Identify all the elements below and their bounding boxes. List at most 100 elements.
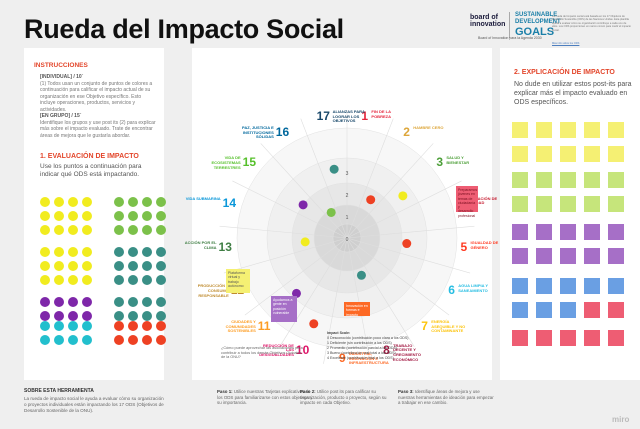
rating-dot[interactable] (142, 321, 152, 331)
rating-dot[interactable] (40, 311, 50, 321)
rating-dot[interactable] (68, 225, 78, 235)
sticky-note[interactable] (512, 302, 528, 318)
sticky-note[interactable] (584, 248, 600, 264)
sticky-note[interactable] (536, 196, 552, 212)
rating-dot[interactable] (128, 261, 138, 271)
sticky-note[interactable] (584, 196, 600, 212)
rating-dot[interactable] (40, 297, 50, 307)
sticky-note[interactable] (608, 278, 624, 294)
rating-dot[interactable] (54, 311, 64, 321)
sticky-note[interactable] (608, 196, 624, 212)
rating-dot[interactable] (114, 297, 124, 307)
sticky-note[interactable] (608, 248, 624, 264)
rating-dot[interactable] (54, 335, 64, 345)
sticky-note[interactable] (560, 224, 576, 240)
rating-dot[interactable] (54, 261, 64, 271)
sticky-note[interactable] (560, 196, 576, 212)
rating-dot[interactable] (82, 297, 92, 307)
sticky-note[interactable] (512, 248, 528, 264)
rating-dot[interactable] (128, 197, 138, 207)
rating-dot[interactable] (142, 211, 152, 221)
rating-dot[interactable] (156, 297, 166, 307)
rating-dot[interactable] (156, 247, 166, 257)
rating-dot[interactable] (142, 225, 152, 235)
sticky-note[interactable] (560, 248, 576, 264)
rating-dot[interactable] (142, 275, 152, 285)
rating-dot[interactable] (68, 261, 78, 271)
rating-dot[interactable] (40, 261, 50, 271)
rating-dot[interactable] (128, 247, 138, 257)
sticky-note[interactable] (584, 172, 600, 188)
rating-dot[interactable] (142, 297, 152, 307)
rating-dot[interactable] (156, 311, 166, 321)
sticky-note[interactable] (608, 146, 624, 162)
rating-dot[interactable] (40, 197, 50, 207)
rating-dot[interactable] (40, 335, 50, 345)
rating-dot[interactable] (68, 321, 78, 331)
rating-dot[interactable] (156, 275, 166, 285)
rating-dot[interactable] (156, 211, 166, 221)
sticky-note[interactable] (608, 302, 624, 318)
rating-dot[interactable] (54, 247, 64, 257)
rating-dot[interactable] (142, 261, 152, 271)
rating-dot[interactable] (82, 211, 92, 221)
sticky-note[interactable] (512, 196, 528, 212)
sticky-note[interactable] (608, 224, 624, 240)
rating-dot[interactable] (156, 225, 166, 235)
rating-dot[interactable] (82, 335, 92, 345)
rating-dot[interactable] (68, 197, 78, 207)
sticky-note[interactable] (560, 278, 576, 294)
rating-dot[interactable] (128, 225, 138, 235)
sticky-note[interactable] (560, 146, 576, 162)
rating-dot[interactable] (114, 321, 124, 331)
rating-dot[interactable] (156, 261, 166, 271)
rating-dot[interactable] (82, 311, 92, 321)
sticky-note[interactable] (560, 330, 576, 346)
rating-dot[interactable] (128, 297, 138, 307)
rating-dot[interactable] (54, 197, 64, 207)
rating-dot[interactable] (114, 335, 124, 345)
rating-dot[interactable] (82, 275, 92, 285)
rating-dot[interactable] (54, 211, 64, 221)
rating-dot[interactable] (142, 247, 152, 257)
rating-dot[interactable] (156, 321, 166, 331)
sticky-note[interactable] (536, 172, 552, 188)
rating-dot[interactable] (68, 275, 78, 285)
rating-dot[interactable] (68, 211, 78, 221)
rating-dot[interactable] (40, 275, 50, 285)
sticky-note[interactable] (536, 122, 552, 138)
rating-dot[interactable] (142, 335, 152, 345)
rating-dot[interactable] (82, 261, 92, 271)
rating-dot[interactable] (40, 247, 50, 257)
sticky-note[interactable] (512, 146, 528, 162)
rating-dot[interactable] (128, 335, 138, 345)
rating-dot[interactable] (68, 247, 78, 257)
rating-dot[interactable] (54, 297, 64, 307)
sticky-note[interactable] (512, 330, 528, 346)
rating-dot[interactable] (114, 211, 124, 221)
rating-dot[interactable] (128, 275, 138, 285)
sticky-note[interactable] (512, 172, 528, 188)
sticky-note[interactable] (584, 278, 600, 294)
sticky-note[interactable] (584, 122, 600, 138)
sticky-note[interactable] (584, 146, 600, 162)
sticky-note[interactable] (536, 302, 552, 318)
rating-dot[interactable] (68, 311, 78, 321)
rating-dot[interactable] (54, 225, 64, 235)
sticky-note[interactable] (536, 248, 552, 264)
sticky-note[interactable] (584, 330, 600, 346)
sticky-note[interactable] (536, 278, 552, 294)
sticky-note[interactable] (584, 224, 600, 240)
rating-dot[interactable] (114, 247, 124, 257)
rating-dot[interactable] (156, 197, 166, 207)
rating-dot[interactable] (142, 311, 152, 321)
rating-dot[interactable] (54, 321, 64, 331)
sticky-note[interactable] (536, 330, 552, 346)
sticky-note[interactable] (560, 172, 576, 188)
sticky-note[interactable] (536, 146, 552, 162)
rating-dot[interactable] (82, 247, 92, 257)
rating-dot[interactable] (40, 211, 50, 221)
rating-dot[interactable] (68, 297, 78, 307)
sticky-note[interactable] (512, 278, 528, 294)
chip-cities[interactable]: Plataforma virtual y trabajo autónomo (226, 269, 250, 293)
